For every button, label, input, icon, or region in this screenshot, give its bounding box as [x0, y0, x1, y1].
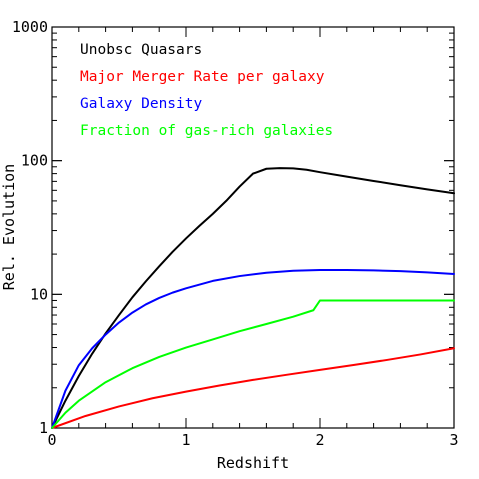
plot-frame: [51, 26, 455, 429]
series-layer: [51, 167, 455, 429]
series-line-fraction-of-gas-rich-galaxies: [51, 299, 455, 429]
legend-entry-unobsc-quasars: Unobsc Quasars: [80, 42, 202, 58]
y-tick-label: 100: [21, 152, 48, 170]
axis-ticks: [51, 26, 455, 429]
x-tick-label: 3: [449, 431, 458, 449]
legend-entry-galaxy-density: Galaxy Density: [80, 96, 202, 112]
y-tick-label: 10: [30, 285, 48, 303]
series-line-galaxy-density: [51, 269, 455, 429]
legend-entry-major-merger-rate-per-galaxy: Major Merger Rate per galaxy: [80, 69, 325, 85]
x-tick-label: 1: [181, 431, 190, 449]
x-axis-label: Redshift: [217, 454, 289, 472]
x-tick-label: 2: [315, 431, 324, 449]
y-tick-label: 1: [39, 419, 48, 437]
legend: Unobsc Quasars Major Merger Rate per gala…: [80, 42, 333, 139]
y-tick-label: 1000: [12, 18, 48, 36]
y-axis-label: Rel. Evolution: [0, 164, 18, 290]
series-line-unobsc-quasars: [51, 167, 455, 429]
x-tick-label: 0: [47, 431, 56, 449]
legend-entry-fraction-of-gas-rich-galaxies: Fraction of gas-rich galaxies: [80, 123, 333, 139]
series-line-major-merger-rate-per-galaxy: [51, 347, 455, 429]
